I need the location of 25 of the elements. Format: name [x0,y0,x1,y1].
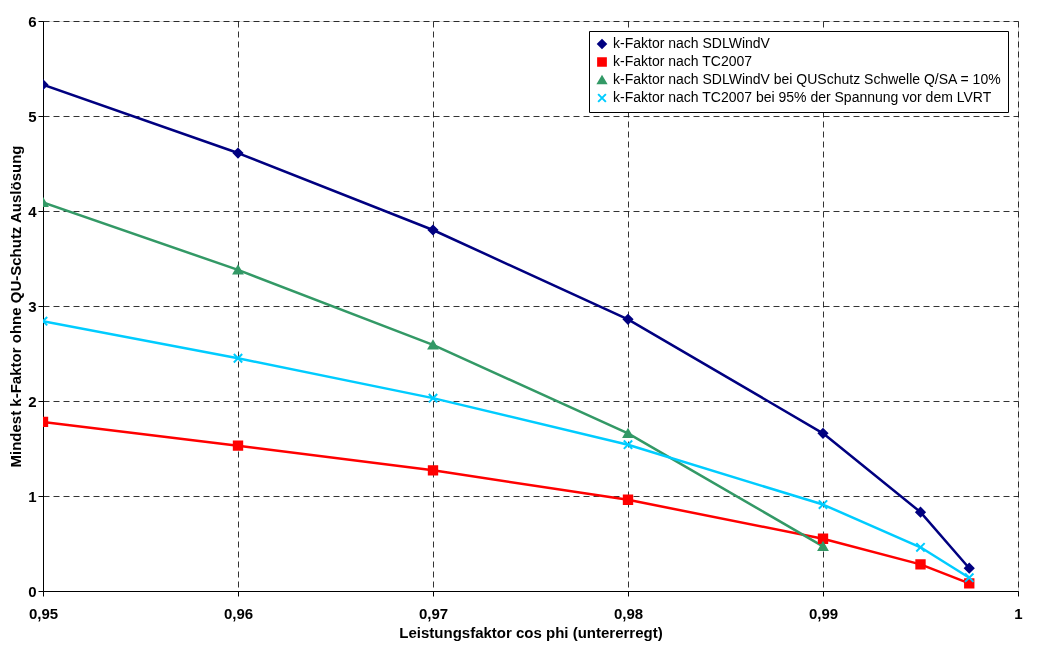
point [232,353,244,364]
y-tick-label: 6 [28,12,37,30]
x-tick-label: 0,96 [223,604,254,622]
y-tick-label: 5 [28,107,37,125]
legend-label: k-Faktor nach TC2007 [613,53,753,69]
x-tick-label: 0,98 [613,604,644,622]
point [817,499,829,510]
y-tick-label: 0 [28,582,37,600]
x-tick-label: 1 [1014,604,1023,622]
x-tick-label: 0,99 [808,604,839,622]
legend-label: k-Faktor nach TC2007 bei 95% der Spannung vor dem LVRT [613,89,992,105]
point [964,572,975,583]
legend-label: k-Faktor nach SDLWindV [613,35,771,51]
legend-label: k-Faktor nach SDLWindV bei QUSchutz Schwelle Q/SA = 10% [613,71,1001,87]
point [622,439,634,450]
x-axis-title: Leistungsfaktor cos phi (untererregt) [399,623,663,641]
y-axis-title: Mindest k-Faktor ohne QU-Schutz Auslösung [7,145,25,468]
point [427,392,439,404]
y-tick-label: 3 [28,297,37,315]
y-tick-label: 1 [28,487,37,505]
x-tick-label: 0,97 [418,604,449,622]
y-tick-label: 2 [28,392,37,410]
point [915,542,926,553]
x-tick-label: 0,95 [28,604,59,622]
y-tick-label: 4 [28,202,38,220]
